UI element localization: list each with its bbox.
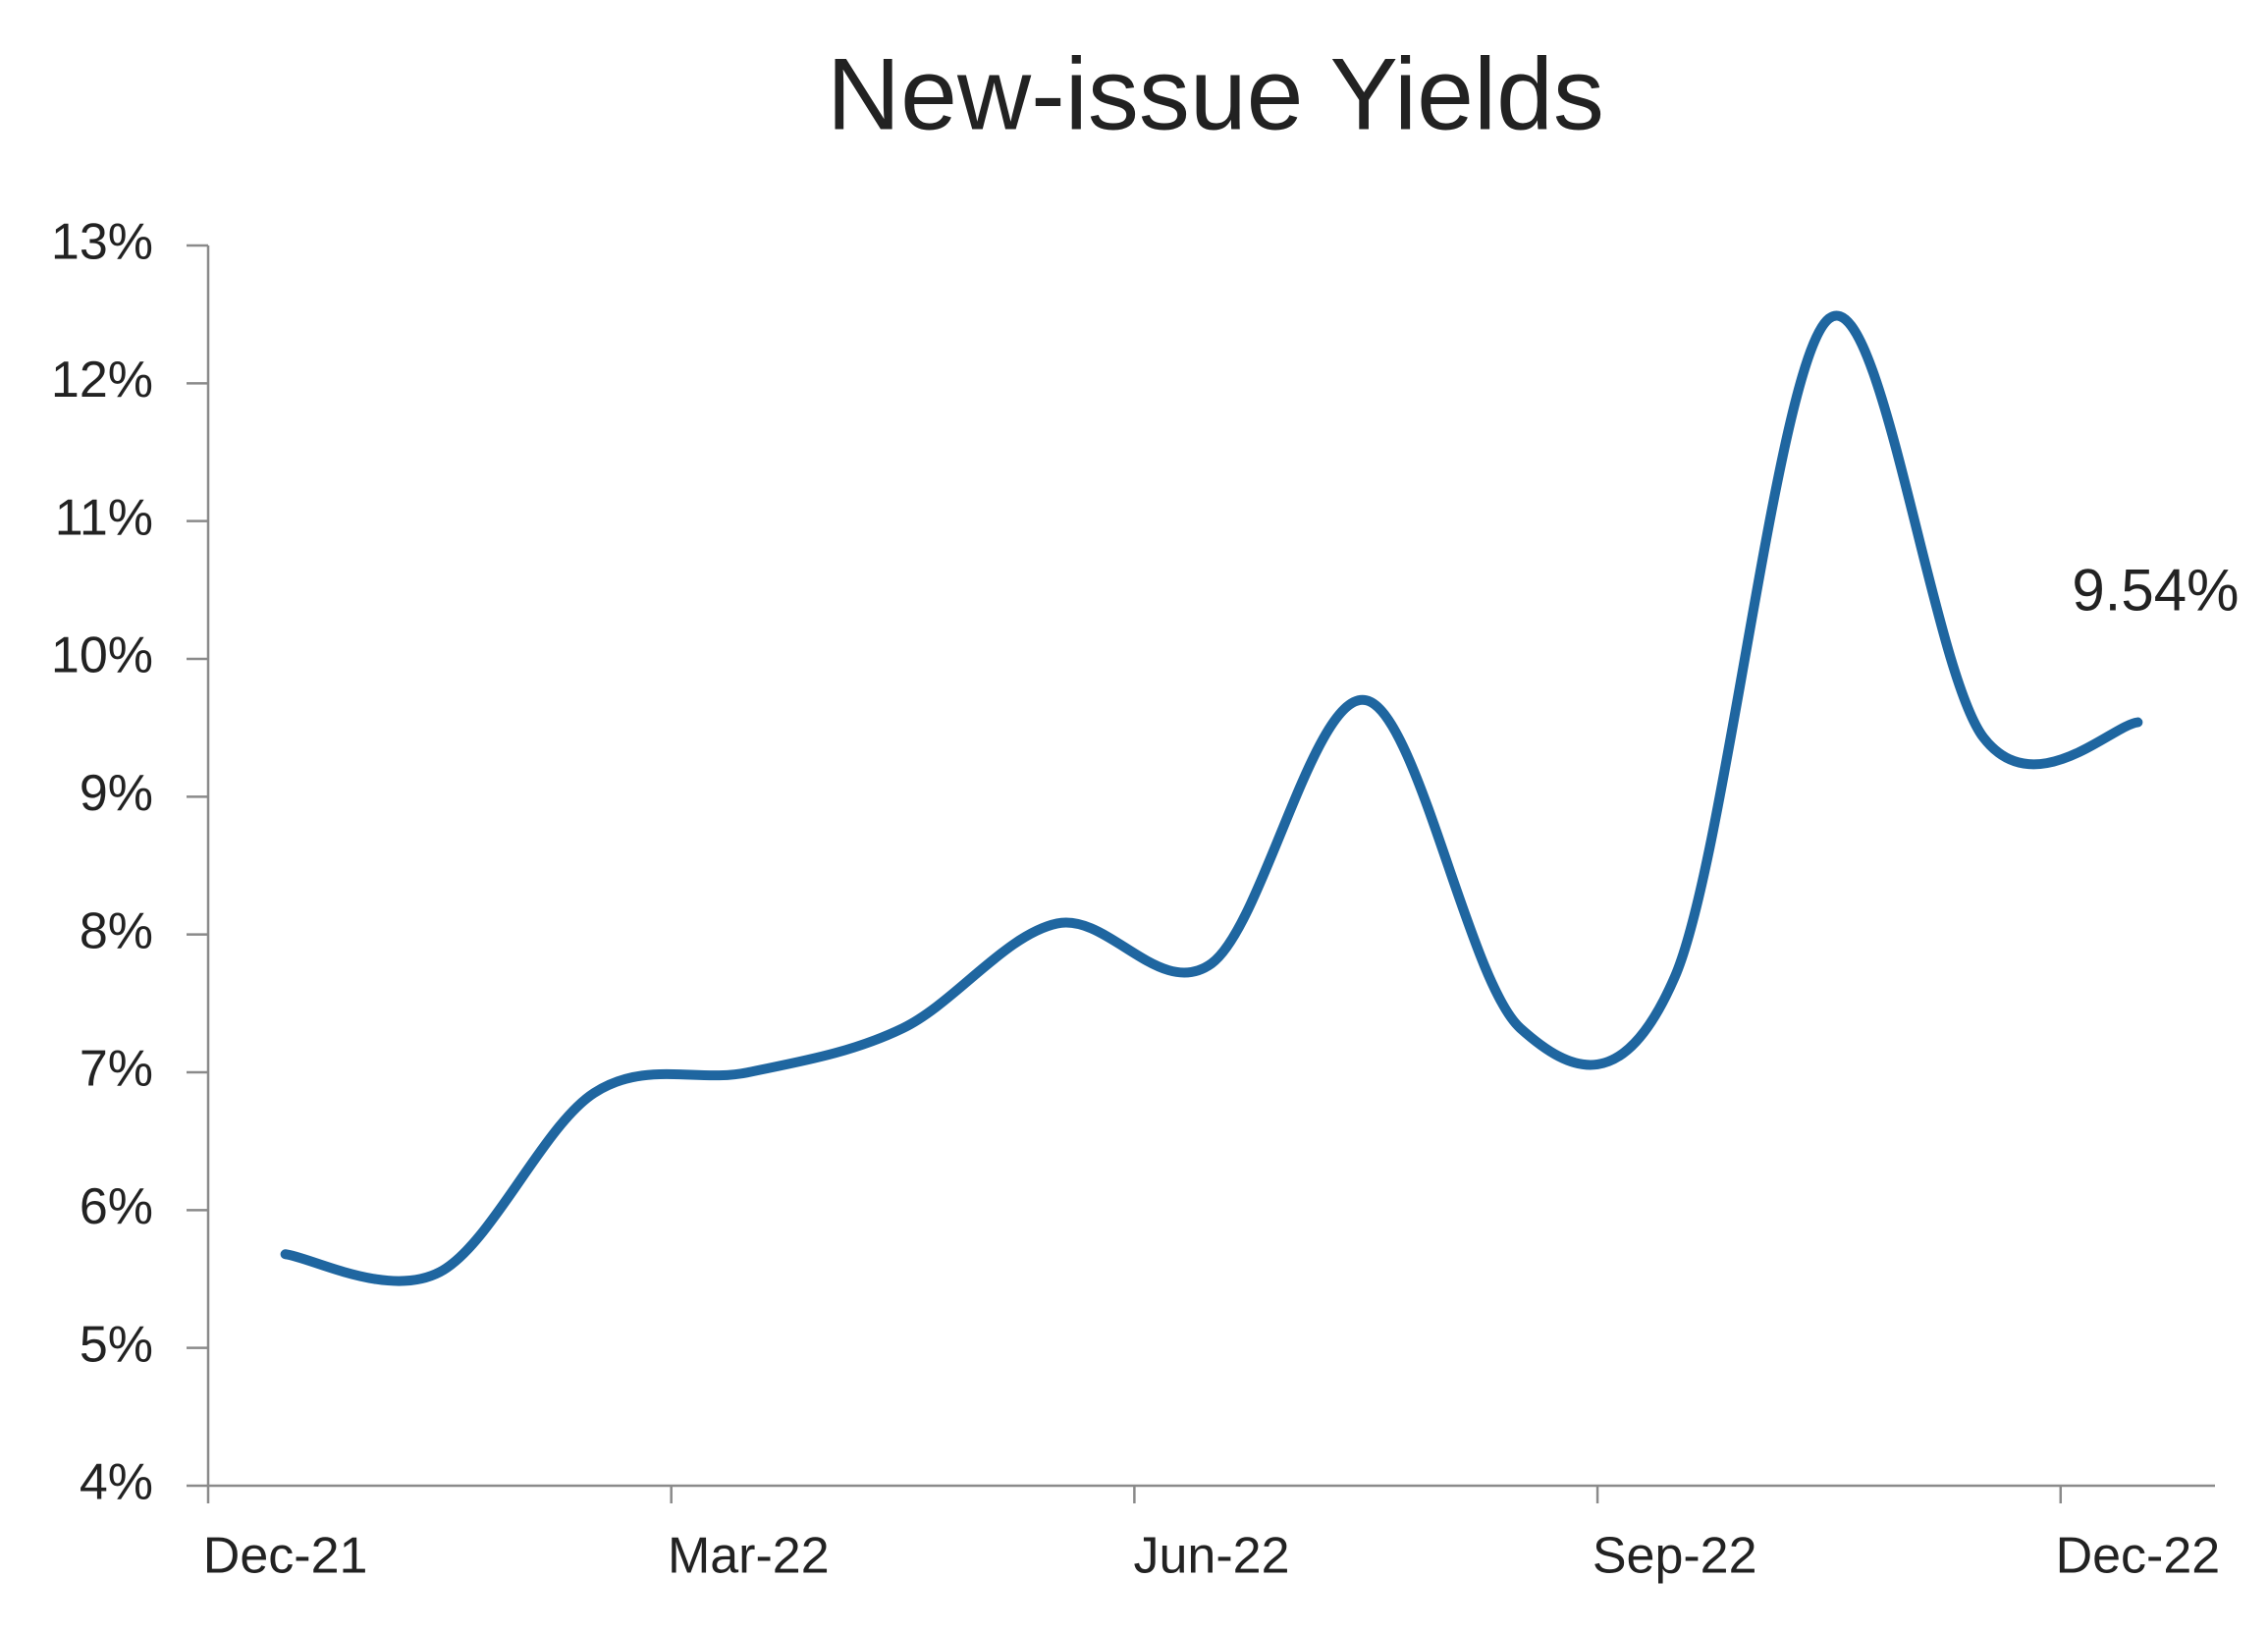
x-tick-label: Dec-22 [2056,1528,2221,1585]
y-tick-label: 6% [80,1178,153,1235]
y-tick-label: 7% [80,1041,153,1098]
chart-title: New-issue Yields [827,37,1604,151]
x-tick-label: Jun-22 [1134,1528,1290,1585]
y-tick-label: 10% [51,627,153,684]
data-label: 9.54% [2072,557,2239,623]
y-tick-label: 8% [80,902,153,959]
y-tick-label: 9% [80,765,153,822]
y-tick-label: 5% [80,1316,153,1373]
y-tick-label: 4% [80,1454,153,1511]
x-tick-label: Dec-21 [203,1528,368,1585]
y-tick-label: 11% [55,489,153,546]
data-line [280,310,2143,1286]
x-tick-label: Mar-22 [668,1528,830,1585]
y-tick-label: 12% [51,352,153,408]
y-tick-label: 13% [51,214,153,271]
x-tick-label: Sep-22 [1593,1528,1757,1585]
